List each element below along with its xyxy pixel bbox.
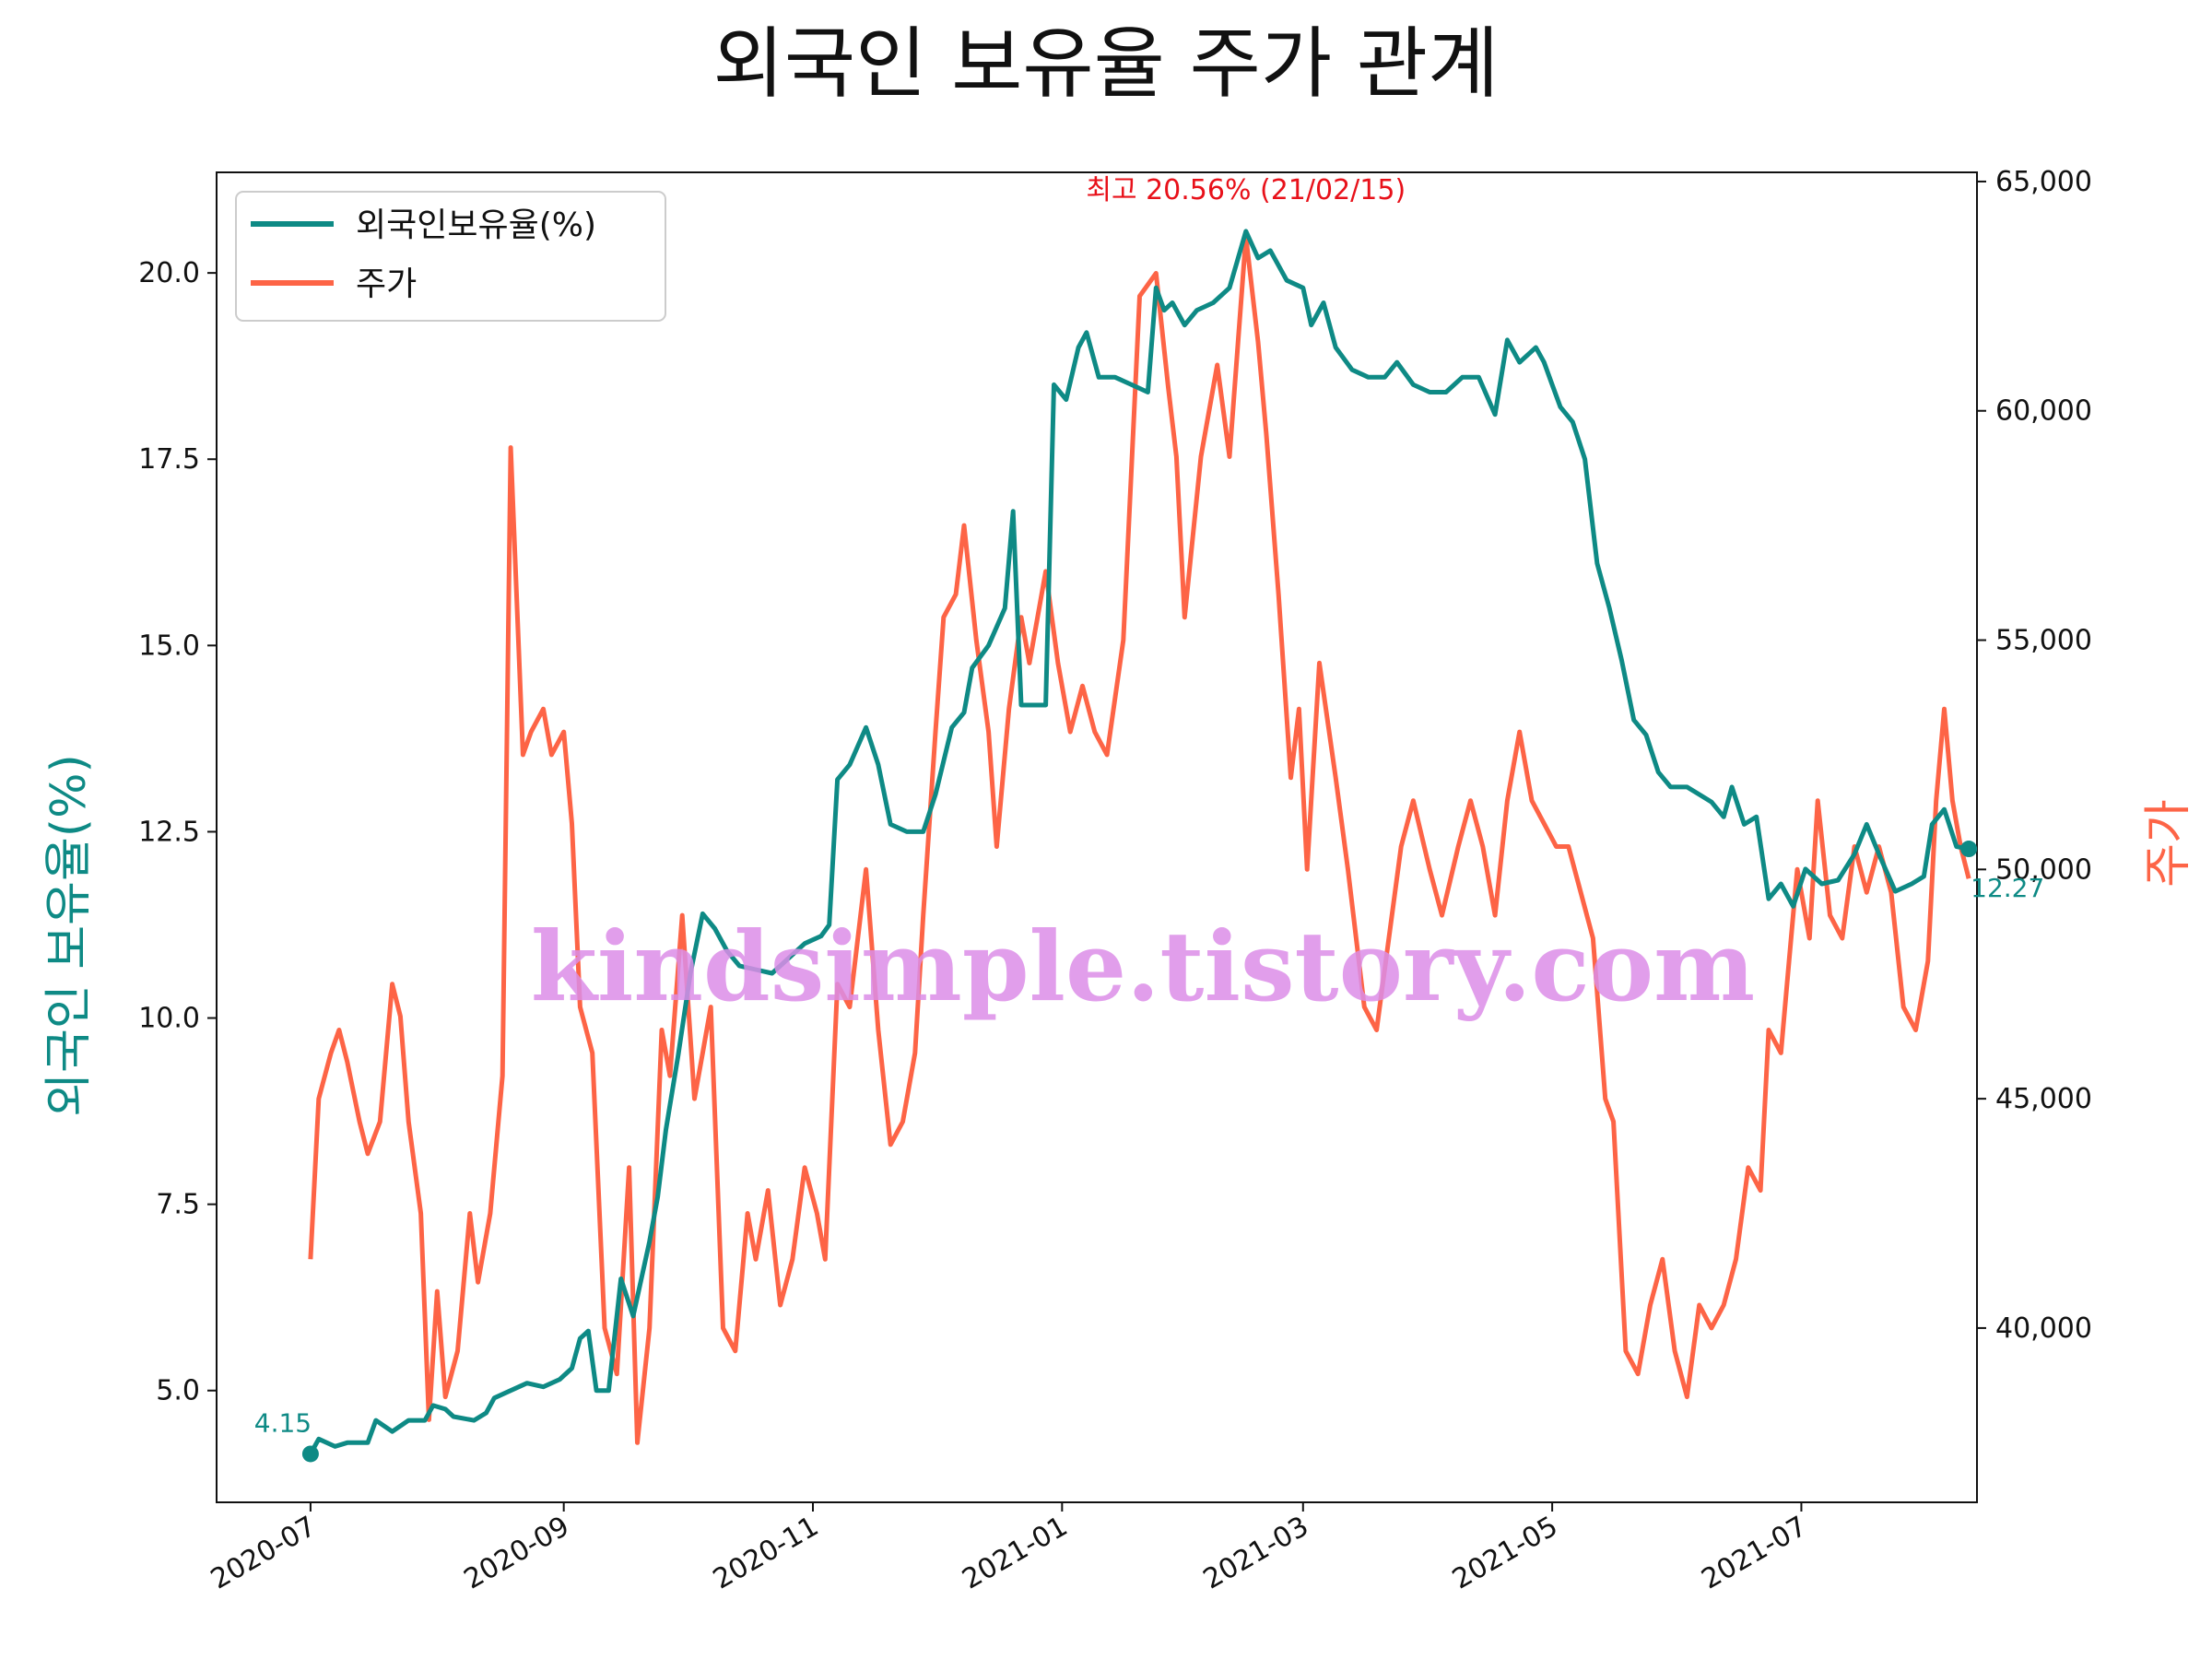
y-left-tick-label: 7.5 xyxy=(156,1189,200,1221)
y-left-tick-label: 20.0 xyxy=(138,257,200,289)
legend: 외국인보유율(%) 주가 xyxy=(235,191,666,322)
watermark: kindsimple.tistory.com xyxy=(531,910,1755,1023)
legend-label-price: 주가 xyxy=(356,265,417,303)
y-left-tick-label: 15.0 xyxy=(138,629,200,662)
start-point-marker xyxy=(301,1445,319,1463)
y-left-tick-label: 5.0 xyxy=(156,1375,200,1407)
y-axis-left: 5.0 7.5 10.0 12.5 15.0 17.5 20.0 xyxy=(138,257,217,1407)
end-point-marker xyxy=(1960,841,1978,858)
x-tick-label: 2021-03 xyxy=(1198,1511,1314,1596)
max-value-annotation: 최고 20.56% (21/02/15) xyxy=(1086,174,1406,206)
y-right-tick-label: 60,000 xyxy=(1995,395,2092,428)
y-left-tick-label: 12.5 xyxy=(138,816,200,848)
y-axis-left-label: 외국인 보유율(%) xyxy=(41,754,97,1117)
x-tick-label: 2021-01 xyxy=(957,1511,1073,1596)
series-line-price xyxy=(308,234,1971,1445)
y-left-tick-label: 10.0 xyxy=(138,1003,200,1035)
x-axis: 2020-07 2020-09 2020-11 2021-01 2021-03 2021-… xyxy=(206,1502,1812,1596)
plot-area xyxy=(216,171,1978,1503)
x-tick-label: 2021-05 xyxy=(1447,1511,1563,1596)
series-line-foreign-ratio xyxy=(308,229,1970,1455)
x-tick-label: 2020-11 xyxy=(708,1511,824,1596)
y-right-tick-label: 55,000 xyxy=(1995,625,2092,657)
legend-box xyxy=(235,191,666,322)
end-value-annotation: 12.27 xyxy=(1971,873,2044,903)
x-tick-label: 2020-07 xyxy=(206,1511,322,1596)
start-value-annotation: 4.15 xyxy=(254,1407,312,1438)
legend-label-foreign-ratio: 외국인보유율(%) xyxy=(356,206,596,244)
series-lines xyxy=(301,229,1978,1463)
y-left-tick-label: 17.5 xyxy=(138,443,200,476)
x-tick-label: 2020-09 xyxy=(459,1511,575,1596)
y-axis-right-label: 주가 xyxy=(2141,799,2196,888)
y-axis-right: 40,000 45,000 50,000 55,000 60,000 65,000 xyxy=(1977,166,2092,1345)
y-right-tick-label: 65,000 xyxy=(1995,166,2092,198)
x-tick-label: 2021-07 xyxy=(1696,1511,1812,1596)
y-right-tick-label: 45,000 xyxy=(1995,1083,2092,1115)
y-right-tick-label: 50,000 xyxy=(1995,853,2092,886)
y-right-tick-label: 40,000 xyxy=(1995,1312,2092,1345)
chart-title: 외국인 보유율 주가 관계 xyxy=(713,18,1500,109)
